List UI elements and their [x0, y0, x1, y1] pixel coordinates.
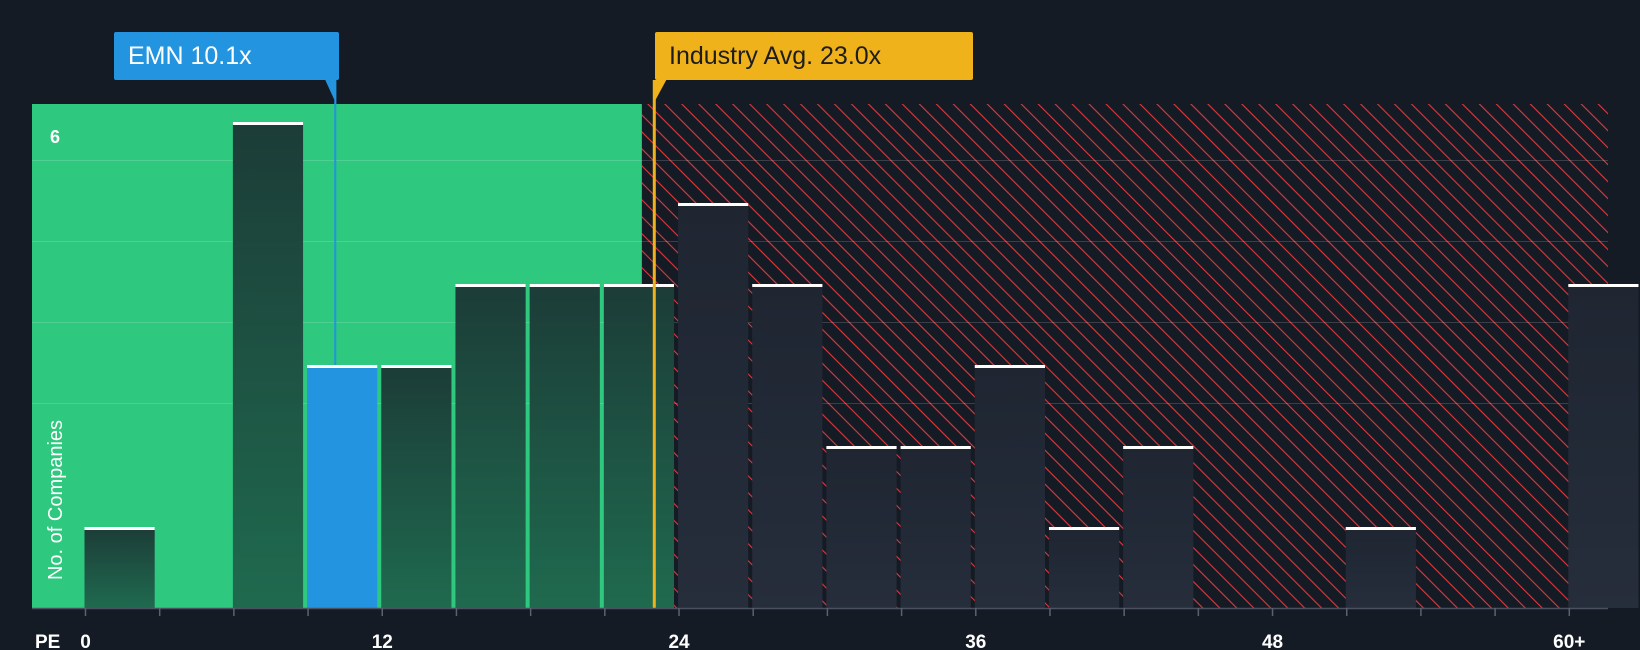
x-tick-label: 24 [668, 632, 690, 650]
company-callout: EMN 10.1x [114, 32, 339, 80]
bar [826, 446, 897, 608]
x-tick-label: 12 [372, 632, 393, 650]
bar [1568, 284, 1639, 608]
bar [529, 284, 600, 608]
bar [455, 284, 526, 608]
bar [678, 203, 749, 608]
bar [752, 284, 823, 608]
y-axis-label: No. of Companies [45, 420, 67, 580]
bar [84, 527, 155, 608]
company-callout-pointer [325, 80, 337, 104]
bar [307, 365, 378, 608]
x-tick-label: 0 [80, 632, 91, 650]
industry-average-callout: Industry Avg. 23.0x [655, 32, 973, 80]
bar [1345, 527, 1416, 608]
y-tick-label: 6 [50, 127, 60, 147]
bar [900, 446, 971, 608]
bar [1123, 446, 1194, 608]
x-tick-label: 60+ [1553, 632, 1585, 650]
bar [1048, 527, 1120, 608]
bar [603, 284, 675, 608]
x-axis-ticks: 0 12 24 36 48 60+ [80, 608, 1585, 650]
y-axis-ticks: 6 [50, 127, 60, 147]
industry-callout-pointer [653, 80, 667, 104]
bars [84, 122, 1639, 608]
x-tick-label: 36 [965, 632, 986, 650]
bar [232, 122, 304, 608]
x-tick-label: 48 [1262, 632, 1283, 650]
bar [381, 365, 452, 608]
bar [974, 365, 1045, 608]
x-axis-label: PE [35, 632, 60, 650]
